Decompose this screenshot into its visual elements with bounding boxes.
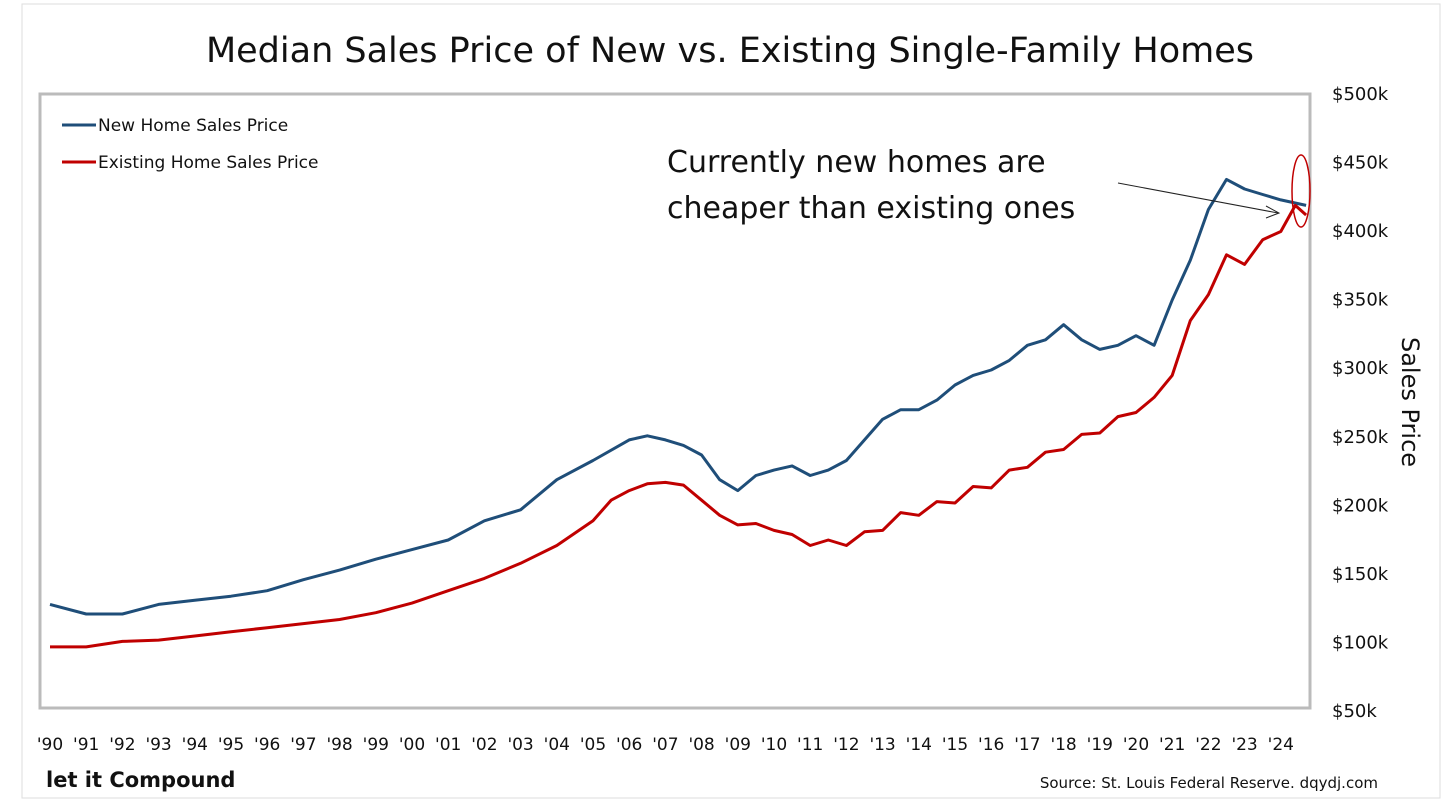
x-tick-label: '93 (145, 735, 171, 755)
arrow-head-icon (1265, 205, 1281, 219)
source-note: Source: St. Louis Federal Reserve. dqydj… (1040, 774, 1378, 792)
x-tick-label: '18 (1050, 735, 1076, 755)
x-tick-label: '20 (1123, 735, 1149, 755)
legend-label-new: New Home Sales Price (98, 116, 288, 136)
y-tick-label: $200k (1332, 495, 1389, 516)
x-tick-label: '03 (507, 735, 533, 755)
x-tick-label: '94 (182, 735, 208, 755)
y-axis-label: Sales Price (1396, 337, 1424, 467)
x-tick-label: '97 (290, 735, 316, 755)
x-tick-label: '00 (399, 735, 425, 755)
series-line-existing-home (50, 203, 1308, 649)
x-tick-label: '98 (326, 735, 352, 755)
x-tick-label: '02 (471, 735, 497, 755)
y-tick-label: $500k (1332, 84, 1389, 105)
x-tick-label: '06 (616, 735, 642, 755)
chart-title: Median Sales Price of New vs. Existing S… (206, 31, 1254, 71)
highlight-ellipse (1291, 154, 1311, 228)
x-tick-label: '91 (73, 735, 99, 755)
y-tick-label: $250k (1332, 427, 1389, 448)
x-tick-label: '07 (652, 735, 678, 755)
x-tick-label: '21 (1159, 735, 1185, 755)
x-tick-label: '11 (797, 735, 823, 755)
branding-logo: let it Compound (46, 768, 235, 792)
x-tick-label: '22 (1195, 735, 1221, 755)
y-tick-label: $400k (1332, 221, 1389, 242)
y-tick-label: $50k (1332, 701, 1377, 722)
x-tick-label: '17 (1014, 735, 1040, 755)
x-tick-label: '09 (725, 735, 751, 755)
x-tick-label: '04 (544, 735, 570, 755)
y-tick-label: $450k (1332, 153, 1389, 174)
y-tick-label: $100k (1332, 632, 1389, 653)
annotation-line-2: cheaper than existing ones (667, 191, 1075, 226)
x-tick-label: '15 (942, 735, 968, 755)
y-tick-label: $350k (1332, 290, 1389, 311)
x-tick-label: '90 (37, 735, 63, 755)
annotation-arrow (1117, 182, 1279, 214)
y-tick-label: $300k (1332, 358, 1389, 379)
x-tick-label: '05 (580, 735, 606, 755)
annotation-line-1: Currently new homes are (667, 145, 1046, 180)
y-tick-label: $150k (1332, 564, 1389, 585)
x-tick-label: '01 (435, 735, 461, 755)
x-tick-label: '95 (218, 735, 244, 755)
x-tick-label: '96 (254, 735, 280, 755)
x-tick-label: '99 (363, 735, 389, 755)
x-tick-label: '92 (109, 735, 135, 755)
x-tick-label: '13 (869, 735, 895, 755)
x-tick-label: '14 (906, 735, 932, 755)
x-tick-label: '08 (688, 735, 714, 755)
series-line-new-home (49, 177, 1307, 616)
x-tick-label: '23 (1231, 735, 1257, 755)
x-tick-label: '16 (978, 735, 1004, 755)
x-tick-label: '19 (1087, 735, 1113, 755)
legend-label-existing: Existing Home Sales Price (98, 153, 318, 173)
x-tick-label: '12 (833, 735, 859, 755)
outer-frame (21, 3, 1441, 799)
legend: New Home Sales Price Existing Home Sales… (62, 116, 318, 173)
x-tick-label: '24 (1268, 735, 1294, 755)
plot-area (38, 92, 1312, 710)
x-tick-label: '10 (761, 735, 787, 755)
